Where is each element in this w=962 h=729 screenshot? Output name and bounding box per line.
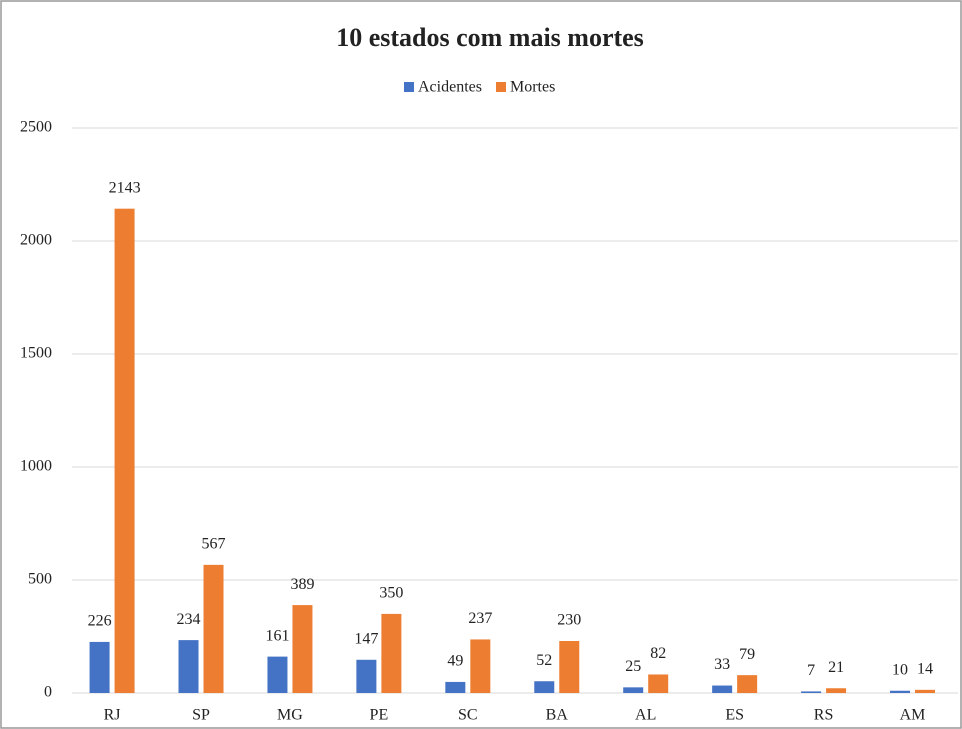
data-label: 33 [714,656,730,673]
y-tick-label: 0 [44,684,52,701]
x-tick-label: RS [814,707,834,724]
bar [114,208,135,693]
bar [178,640,199,693]
x-tick-label: SP [192,707,210,724]
data-label: 21 [828,659,844,676]
y-tick-label: 500 [28,571,52,588]
bar [267,656,288,693]
bar [801,691,822,693]
legend-label: Mortes [510,79,555,96]
data-label: 350 [379,585,403,602]
legend-label: Acidentes [418,79,482,96]
data-label: 14 [917,661,933,678]
x-tick-label: MG [277,707,303,724]
bar [737,675,758,693]
x-tick-label: BA [546,707,569,724]
data-label: 230 [557,612,581,629]
x-tick-label: AM [900,707,926,724]
bar [356,659,377,693]
legend-swatch [495,82,506,92]
data-label: 82 [650,645,666,662]
bar [915,689,936,693]
bar [534,681,555,693]
chart-title: 10 estados com mais mortes [336,23,644,52]
bar [381,613,402,693]
bar [445,681,466,693]
bar [648,674,669,693]
data-label: 52 [536,652,552,669]
bar [712,685,733,693]
y-tick-label: 1000 [20,458,52,475]
y-tick-label: 1500 [20,345,52,362]
bar [890,690,911,693]
bar [203,564,224,693]
y-tick-label: 2500 [20,119,52,136]
data-label: 79 [739,646,755,663]
bar [89,641,110,693]
y-tick-label: 2000 [20,232,52,249]
data-label: 389 [290,576,314,593]
data-label: 567 [202,536,226,553]
data-label: 49 [447,653,463,670]
legend-swatch [404,82,414,92]
bar [292,605,313,693]
x-tick-label: PE [370,707,389,724]
data-label: 7 [807,662,815,679]
data-label: 234 [177,611,201,628]
bar [623,687,644,693]
data-label: 161 [265,627,289,644]
x-tick-label: RJ [104,707,121,724]
x-tick-label: SC [458,707,478,724]
data-label: 2143 [109,179,141,196]
bar [559,641,580,693]
bar [826,688,847,693]
data-label: 226 [88,613,112,630]
x-tick-label: ES [725,707,744,724]
bar [470,639,491,693]
x-tick-label: AL [635,707,656,724]
data-label: 25 [625,658,641,675]
data-label: 147 [354,630,378,647]
data-label: 10 [892,661,908,678]
data-label: 237 [468,610,492,627]
